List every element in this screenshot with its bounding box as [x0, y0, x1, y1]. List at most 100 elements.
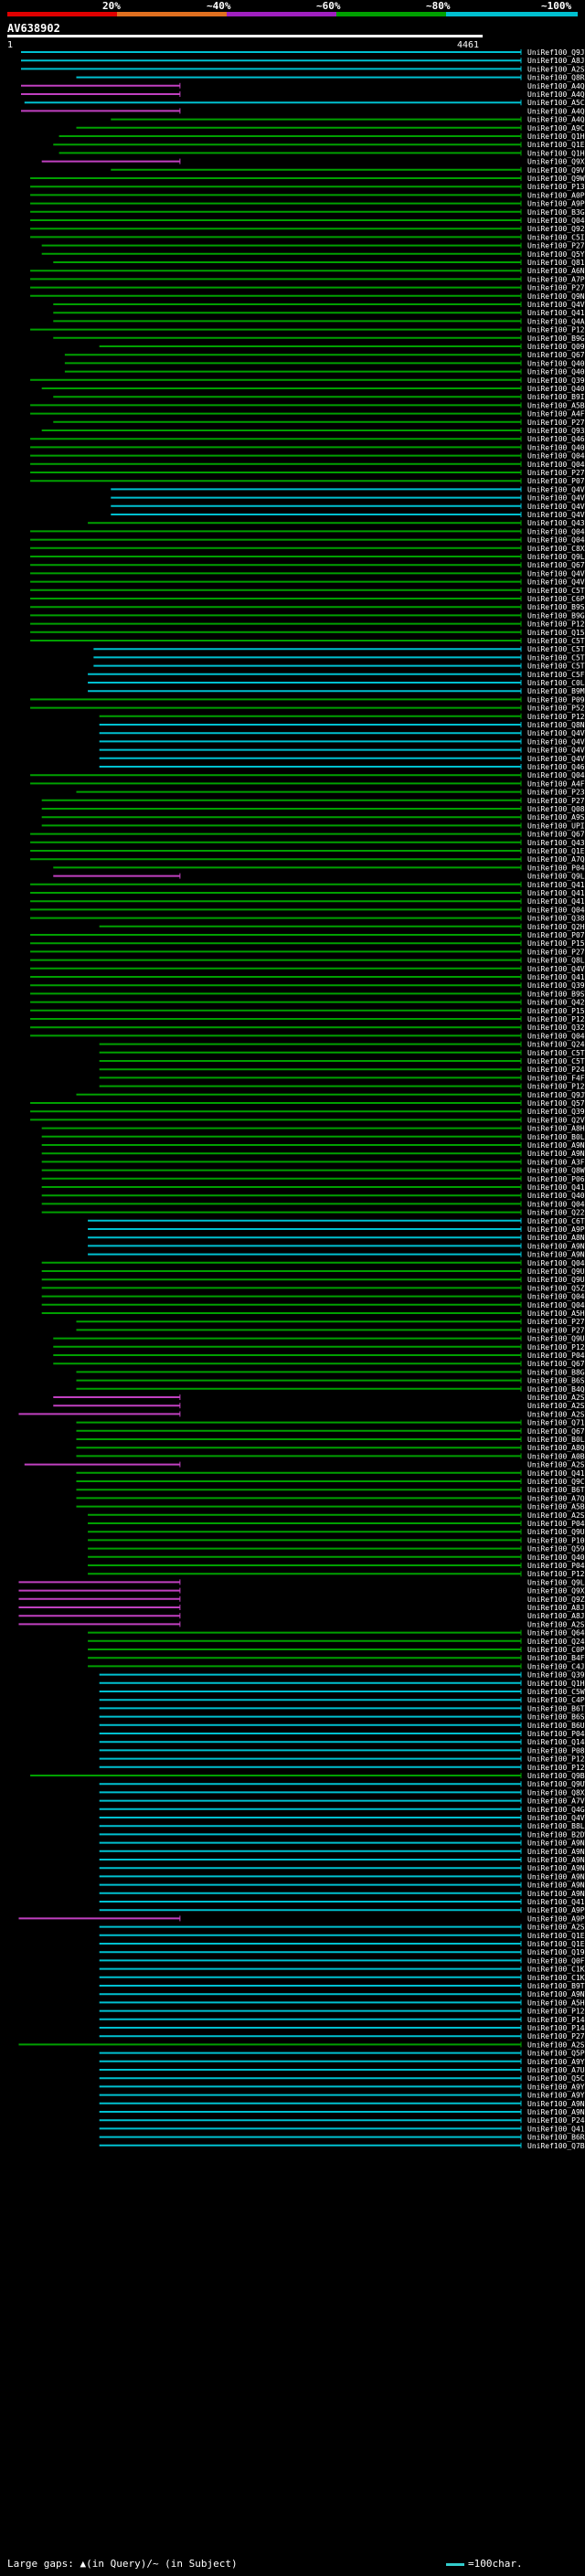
hit-row[interactable]: UniRef100_Q9X0F6: [41, 158, 585, 166]
hit-label[interactable]: UniRef100_Q9U778: [527, 1267, 585, 1276]
hit-row[interactable]: UniRef100_A4QPK2: [111, 116, 585, 124]
hit-row[interactable]: UniRef100_B6T1H1: [99, 1704, 585, 1712]
hit-label[interactable]: UniRef100_B9I107: [527, 393, 585, 401]
hit-label[interactable]: UniRef100_P12328: [527, 1570, 585, 1578]
hit-row[interactable]: UniRef100_P14278: [99, 2024, 585, 2032]
hit-label[interactable]: UniRef100_Q9JWE0: [527, 1091, 585, 1099]
hit-row[interactable]: UniRef100_Q1EPP9: [99, 1932, 585, 1940]
hit-row[interactable]: UniRef100_C5TSF9: [99, 1057, 585, 1065]
hit-row[interactable]: UniRef100_Q04687: [30, 217, 585, 225]
hit-row[interactable]: UniRef100_Q9X713: [18, 1587, 585, 1595]
hit-label[interactable]: UniRef100_Q04446: [527, 771, 585, 779]
hit-row[interactable]: UniRef100_B9MN67: [88, 687, 585, 695]
hit-row[interactable]: UniRef100_B9G155: [30, 611, 585, 620]
hit-label[interactable]: UniRef100_A5BFB2: [527, 401, 585, 409]
hit-label[interactable]: UniRef100_P12333: [527, 620, 585, 629]
hit-row[interactable]: UniRef100_A9CSS0: [76, 124, 585, 133]
hit-row[interactable]: UniRef100_UPI000…: [41, 822, 585, 830]
hit-row[interactable]: UniRef100_Q9LK10: [30, 553, 585, 561]
hit-row[interactable]: UniRef100_P27490: [76, 1326, 585, 1334]
hit-label[interactable]: UniRef100_Q04247: [527, 906, 585, 914]
hit-row[interactable]: UniRef100_Q04105: [41, 1293, 585, 1301]
hit-row[interactable]: UniRef100_A4F3R4: [30, 779, 585, 788]
hit-label[interactable]: UniRef100_Q9W159: [527, 175, 585, 183]
hit-row[interactable]: UniRef100_Q5CCK8: [99, 2074, 585, 2083]
hit-label[interactable]: UniRef100_Q04448: [527, 1301, 585, 1309]
hit-label[interactable]: UniRef100_A9NLR8: [527, 1856, 585, 1864]
hit-label[interactable]: UniRef100_C5TNE6: [527, 637, 585, 645]
hit-row[interactable]: UniRef100_Q59K58: [88, 1545, 585, 1553]
hit-row[interactable]: UniRef100_A9NT88: [88, 1242, 585, 1250]
hit-label[interactable]: UniRef100_P04784: [527, 1562, 585, 1570]
hit-row[interactable]: UniRef100_A3F9K2: [41, 1158, 585, 1166]
hit-row[interactable]: UniRef100_A9N5F4: [99, 2100, 585, 2108]
hit-row[interactable]: UniRef100_Q5ZF93: [41, 1284, 585, 1292]
hit-label[interactable]: UniRef100_Q59K58: [527, 1545, 585, 1553]
hit-row[interactable]: UniRef100_P10049: [88, 1536, 585, 1544]
hit-label[interactable]: UniRef100_A9NR03: [527, 2108, 585, 2116]
hit-row[interactable]: UniRef100_Q9N600: [30, 292, 585, 301]
hit-label[interactable]: UniRef100_A4QPK5: [527, 90, 585, 99]
hit-row[interactable]: UniRef100_P12470: [30, 326, 585, 334]
hit-label[interactable]: UniRef100_A5HSG6: [527, 1309, 585, 1318]
hit-label[interactable]: UniRef100_B9MN67: [527, 687, 585, 695]
hit-row[interactable]: UniRef100_A9NL52: [99, 1864, 585, 1872]
hit-row[interactable]: UniRef100_P07370: [30, 931, 585, 939]
hit-row[interactable]: UniRef100_Q22669: [41, 1209, 585, 1217]
hit-row[interactable]: UniRef100_Q2HVB0: [99, 923, 585, 931]
hit-row[interactable]: UniRef100_Q4VV50: [99, 737, 585, 746]
hit-row[interactable]: UniRef100_Q8NQN4: [99, 721, 585, 729]
hit-row[interactable]: UniRef100_P52919: [30, 705, 585, 713]
hit-row[interactable]: UniRef100_Q41423: [30, 881, 585, 889]
hit-row[interactable]: UniRef100_Q9LKH9: [18, 1578, 585, 1586]
hit-label[interactable]: UniRef100_A9NRK2: [527, 1251, 585, 1259]
hit-row[interactable]: UniRef100_Q9W159: [30, 175, 585, 183]
hit-label[interactable]: UniRef100_P27496: [527, 797, 585, 805]
hit-label[interactable]: UniRef100_Q4VV61: [527, 494, 585, 503]
hit-row[interactable]: UniRef100_Q9C8S5: [76, 1478, 585, 1486]
hit-label[interactable]: UniRef100_Q4VV62: [527, 485, 585, 493]
hit-row[interactable]: UniRef100_P23048: [76, 789, 585, 797]
hit-label[interactable]: UniRef100_B9G155: [527, 611, 585, 620]
hit-row[interactable]: UniRef100_P27497: [76, 1318, 585, 1326]
hit-label[interactable]: UniRef100_Q67705: [527, 351, 585, 359]
hit-row[interactable]: UniRef100_Q40065: [88, 1553, 585, 1562]
hit-row[interactable]: UniRef100_Q41787: [99, 1898, 585, 1906]
hit-row[interactable]: UniRef100_A9NPE9: [41, 1150, 585, 1158]
hit-row[interactable]: UniRef100_Q43437: [30, 839, 585, 847]
hit-row[interactable]: UniRef100_C4J298: [88, 1662, 585, 1670]
hit-row[interactable]: UniRef100_Q19UF9: [99, 1948, 585, 1956]
hit-label[interactable]: UniRef100_B8LPT5: [527, 1822, 585, 1830]
hit-label[interactable]: UniRef100_C4PGD7: [527, 1696, 585, 1704]
hit-row[interactable]: UniRef100_A7VHB0: [99, 1797, 585, 1806]
hit-label[interactable]: UniRef100_A9P0Q2: [527, 1225, 585, 1234]
hit-label[interactable]: UniRef100_A9PE15: [527, 200, 585, 208]
hit-row[interactable]: UniRef100_Q24401: [99, 1041, 585, 1049]
hit-label[interactable]: UniRef100_Q4V812: [527, 1814, 585, 1822]
hit-label[interactable]: UniRef100_B4FUA1: [527, 1654, 585, 1662]
hit-row[interactable]: UniRef100_P04781: [99, 1730, 585, 1738]
hit-row[interactable]: UniRef100_A9NTC8: [99, 1990, 585, 1998]
hit-row[interactable]: UniRef100_A7QQL7: [76, 1494, 585, 1502]
hit-label[interactable]: UniRef100_P23048: [527, 789, 585, 797]
hit-row[interactable]: UniRef100_P04783: [53, 864, 585, 872]
hit-row[interactable]: UniRef100_Q1HI79: [58, 149, 585, 157]
hit-label[interactable]: UniRef100_P15194: [527, 1007, 585, 1015]
hit-label[interactable]: UniRef100_P12331: [527, 1083, 585, 1091]
hit-label[interactable]: UniRef100_A9NMU3: [527, 1890, 585, 1898]
hit-row[interactable]: UniRef100_P12331: [99, 1083, 585, 1091]
hit-row[interactable]: UniRef100_A5BFB2: [30, 401, 585, 409]
hit-label[interactable]: UniRef100_Q4A886: [527, 317, 585, 325]
hit-row[interactable]: UniRef100_Q39462: [30, 376, 585, 385]
hit-label[interactable]: UniRef100_A8HI75: [527, 1125, 585, 1133]
hit-label[interactable]: UniRef100_Q39831: [527, 1108, 585, 1116]
hit-label[interactable]: UniRef100_B6T2Y9: [527, 1486, 585, 1494]
hit-label[interactable]: UniRef100_Q461R5: [527, 763, 585, 771]
hit-row[interactable]: UniRef100_A9Y914: [99, 2083, 585, 2091]
hit-row[interactable]: UniRef100_A8QJP9: [76, 1444, 585, 1452]
hit-row[interactable]: UniRef100_Q08221: [41, 805, 585, 813]
hit-row[interactable]: UniRef100_Q9LKI1: [53, 873, 585, 881]
hit-label[interactable]: UniRef100_P12471: [527, 1755, 585, 1764]
hit-label[interactable]: UniRef100_Q9X0F6: [527, 158, 585, 166]
hit-row[interactable]: UniRef100_B9SF47: [30, 603, 585, 611]
